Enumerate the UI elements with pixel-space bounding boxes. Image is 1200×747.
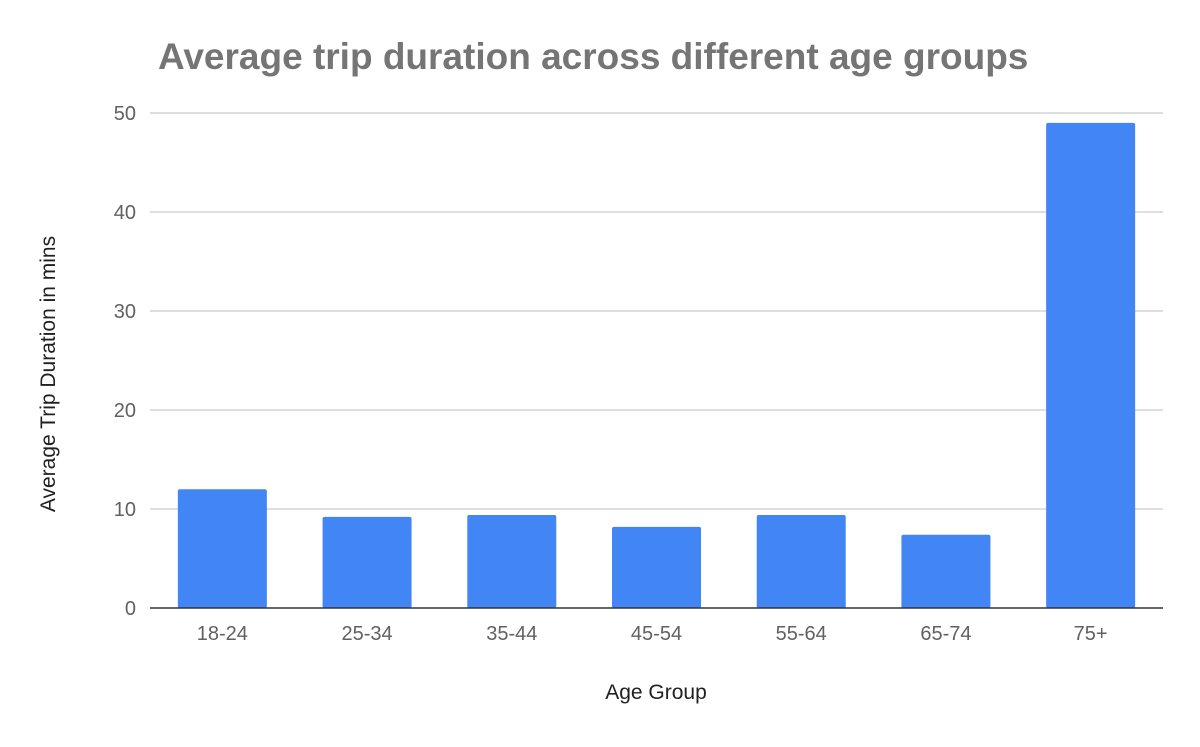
bar-35-44: [467, 514, 557, 608]
x-tick-label: 35-44: [486, 623, 537, 645]
bar-45-54: [612, 526, 701, 608]
bar-55-64: [756, 514, 846, 608]
bar-65-74: [901, 534, 991, 608]
x-tick-label: 18-24: [197, 623, 248, 645]
x-tick-label: 75+: [1074, 623, 1108, 645]
chart-title: Average trip duration across different a…: [158, 36, 1028, 77]
y-tick-label: 10: [114, 499, 136, 521]
y-tick-label: 40: [114, 202, 136, 224]
y-tick-label: 50: [114, 103, 136, 125]
x-tick-labels: 18-24 25-34 35-44 45-54 55-64 65-74 75+: [197, 623, 1108, 645]
y-axis-label: Average Trip Duration in mins: [37, 236, 60, 512]
x-axis-label: Age Group: [605, 681, 707, 704]
y-tick-label: 0: [125, 598, 136, 620]
x-tick-label: 55-64: [776, 623, 827, 645]
bar-18-24: [177, 489, 267, 608]
bar-75+: [1046, 122, 1136, 609]
y-tick-label: 20: [114, 400, 136, 422]
x-tick-label: 65-74: [920, 623, 971, 645]
x-tick-label: 45-54: [631, 623, 682, 645]
bar-25-34: [322, 516, 412, 608]
bars: [177, 122, 1136, 609]
x-tick-label: 25-34: [341, 623, 392, 645]
gridlines: [150, 112, 1163, 510]
y-tick-label: 30: [114, 301, 136, 323]
y-tick-labels: 0 10 20 30 40 50: [114, 103, 136, 620]
